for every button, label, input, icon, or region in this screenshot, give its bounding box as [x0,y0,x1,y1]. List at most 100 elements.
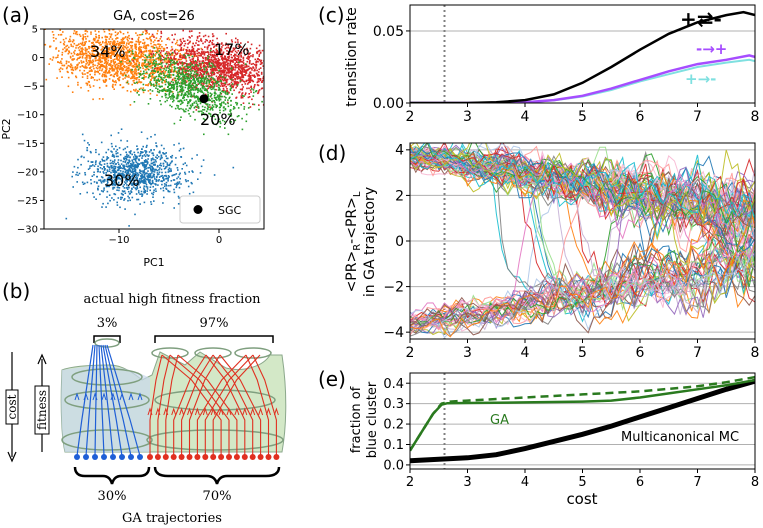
scatter-point [215,93,217,95]
scatter-point [81,47,83,49]
scatter-point [154,188,157,190]
scatter-point [116,52,118,54]
scatter-point [184,162,186,164]
scatter-point [108,25,110,27]
scatter-point [166,52,168,55]
scatter-point [147,44,150,47]
arrowhead-red [242,407,248,416]
start-dot-red [162,454,169,460]
scatter-point [190,72,193,74]
trajectory-blue [76,344,94,457]
scatter-point [279,70,281,72]
scatter-point [70,52,73,55]
scatter-point [142,164,144,167]
scatter-point [131,37,133,40]
scatter-point [114,84,117,86]
scatter-point [98,63,100,66]
scatter-point [130,27,132,29]
scatter-point [170,180,173,182]
scatter-point [114,170,116,173]
scatter-point [274,74,276,76]
scatter-point [134,90,136,92]
scatter-point [108,185,110,188]
scatter-point [167,175,170,177]
panel-a: (a) GA, cost=26 −10 050−5−10−15−20−25−30 … [0,3,281,269]
y-tick-label: 0.05 [373,24,404,40]
scatter-point [230,121,232,123]
scatter-point [209,75,211,77]
scatter-point [91,161,93,163]
scatter-point [136,58,139,60]
scatter-point [203,133,205,136]
scatter-point [182,86,184,88]
scatter-point [149,166,151,169]
scatter-point [66,66,68,69]
scatter-point [133,158,135,160]
scatter-point [252,95,255,97]
scatter-point [151,172,153,174]
scatter-point [72,186,74,188]
scatter-point [108,177,111,179]
scatter-point [131,76,133,78]
scatter-point [246,83,249,85]
scatter-point [229,50,232,53]
scatter-point [215,65,218,67]
scatter-point [185,56,187,58]
scatter-point [60,33,63,36]
scatter-point [225,57,227,60]
scatter-point [182,71,185,73]
scatter-point [159,63,161,65]
scatter-point [56,77,58,79]
scatter-point [222,85,224,87]
scatter-point [203,80,206,83]
scatter-point [140,81,143,83]
scatter-point [151,176,154,179]
scatter-point [221,54,223,57]
arrowhead-blue [74,392,80,401]
scatter-point [123,198,126,200]
scatter-point [211,74,213,77]
scatter-point [160,66,163,69]
scatter-point [194,85,196,88]
scatter-point [133,73,136,75]
scatter-point [117,32,119,34]
scatter-point [185,84,188,86]
scatter-point [165,79,167,81]
scatter-point [253,69,255,72]
scatter-point [131,58,134,61]
scatter-point [232,55,235,57]
scatter-point [123,181,126,183]
scatter-point [171,69,173,71]
scatter-point [184,52,186,55]
scatter-point [239,53,241,55]
scatter-point [127,176,129,178]
scatter-point [74,67,76,69]
scatter-point [171,96,173,98]
scatter-point [74,66,77,68]
scatter-point [156,32,158,35]
scatter-point [267,124,269,126]
scatter-point [74,49,76,52]
scatter-point [80,163,82,166]
scatter-point [195,106,198,108]
scatter-point [105,39,108,41]
scatter-point [153,149,155,151]
scatter-point [248,62,251,65]
scatter-point [125,174,128,176]
scatter-point [88,47,90,50]
scatter-point [171,34,173,36]
scatter-point [157,165,159,168]
scatter-point [176,52,179,54]
scatter-point [96,170,99,173]
scatter-point [211,43,214,46]
scatter-point [203,54,206,56]
scatter-point [236,84,239,86]
scatter-point [108,52,110,55]
scatter-point [115,43,118,46]
scatter-point [196,61,198,63]
scatter-point [81,56,84,58]
scatter-point [231,65,233,67]
scatter-point [140,46,142,49]
scatter-point [116,33,119,36]
scatter-point [165,166,167,168]
